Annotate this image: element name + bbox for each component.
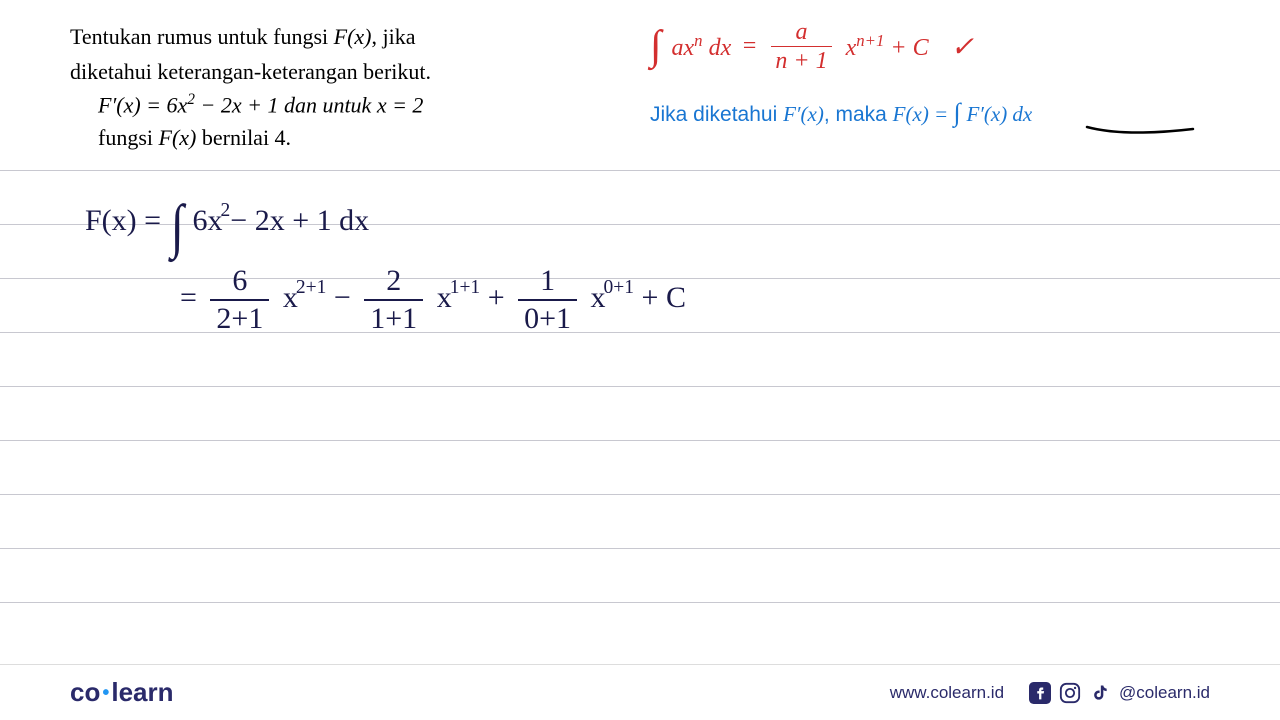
rule-line [0, 170, 1280, 171]
hw1-integrand: 6x [193, 204, 223, 237]
underline-swoosh-icon [1085, 125, 1195, 137]
hw2-minus: − [334, 281, 358, 314]
logo-part-b: learn [111, 677, 173, 707]
social-links: @colearn.id [1029, 682, 1210, 704]
rule-line [0, 440, 1280, 441]
blue-text-a: Jika diketahui [650, 103, 783, 126]
hw2-f2-num: 2 [380, 266, 407, 299]
red-rhs-exp: n+1 [856, 31, 884, 50]
problem-line1a: Tentukan rumus untuk fungsi [70, 24, 328, 49]
facebook-icon [1029, 682, 1051, 704]
hw1-rest: − 2x + 1 dx [230, 204, 369, 237]
handwritten-line2: = 6 2+1 x2+1 − 2 1+1 x1+1 + 1 0+1 x0+1 +… [180, 266, 686, 334]
problem-line3b: − 2x + 1 dan untuk x = 2 [195, 92, 423, 117]
rule-line [0, 602, 1280, 603]
red-lhs-a: ax [672, 35, 695, 61]
blue-fx: F(x) = [893, 102, 954, 126]
hw1-lhs: F(x) = [85, 204, 169, 237]
hw2-f2-den: 1+1 [364, 299, 423, 334]
hw2-e1: 2+1 [296, 277, 327, 298]
problem-line3a: F′(x) = 6x [98, 92, 187, 117]
antiderivative-hint: Jika diketahui F′(x), maka F(x) = ∫ F′(x… [650, 98, 1210, 128]
integral-symbol-icon: ∫ [650, 30, 662, 64]
hw2-eq: = [180, 281, 204, 314]
rule-line [0, 494, 1280, 495]
problem-line4b: bernilai 4. [196, 125, 291, 150]
red-lhs-n: n [694, 31, 702, 50]
rule-line [0, 548, 1280, 549]
red-lhs-dx: dx [703, 35, 732, 61]
hw2-frac2: 2 1+1 [364, 266, 423, 334]
handwritten-line1: F(x) = ∫ 6x2− 2x + 1 dx [85, 200, 369, 247]
hw-integral-icon: ∫ [170, 205, 183, 247]
hw2-f3-den: 0+1 [518, 299, 577, 334]
hw2-plus: + [488, 281, 512, 314]
red-rhs-c: + C [884, 35, 928, 61]
blue-fprime2: F′(x) dx [966, 102, 1032, 126]
hw2-f1-den: 2+1 [210, 299, 269, 334]
rule-line [0, 386, 1280, 387]
red-frac-den: n + 1 [771, 46, 831, 73]
colearn-logo: co•learn [70, 677, 174, 708]
hw2-frac1: 6 2+1 [210, 266, 269, 334]
problem-statement: Tentukan rumus untuk fungsi F(x), jika d… [70, 20, 600, 154]
hw2-f1-num: 6 [226, 266, 253, 299]
problem-line4a: fungsi [98, 125, 159, 150]
checkmark-icon: ✓ [951, 30, 974, 64]
footer-url: www.colearn.id [890, 683, 1004, 703]
hw2-e2: 1+1 [450, 277, 481, 298]
problem-line1b: , jika [372, 24, 416, 49]
red-eq: = [741, 33, 757, 60]
power-rule-formula: ∫ axn dx = a n + 1 xn+1 + C ✓ [650, 20, 1210, 73]
footer: co•learn www.colearn.id @colearn.id [0, 664, 1280, 720]
footer-handle: @colearn.id [1119, 683, 1210, 703]
tiktok-icon [1089, 682, 1111, 704]
logo-part-a: co [70, 677, 100, 707]
blue-fprime: F′(x) [783, 102, 824, 126]
hw2-e3: 0+1 [604, 277, 635, 298]
red-rhs-x: x [846, 35, 857, 61]
problem-line2: diketahui keterangan-keterangan berikut. [70, 55, 600, 88]
red-frac-num: a [792, 20, 812, 46]
hw2-frac3: 1 0+1 [518, 266, 577, 334]
problem-fx: F(x) [334, 24, 372, 49]
problem-line3exp: 2 [187, 91, 195, 108]
hw2-plusC: + C [642, 281, 686, 314]
hw1-exp: 2 [221, 200, 231, 221]
hw2-f3-num: 1 [534, 266, 561, 299]
instagram-icon [1059, 682, 1081, 704]
blue-text-b: , maka [824, 103, 893, 126]
red-fraction: a n + 1 [771, 20, 831, 73]
ruled-workspace: F(x) = ∫ 6x2− 2x + 1 dx = 6 2+1 x2+1 − 2… [0, 170, 1280, 660]
problem-line4fx: F(x) [159, 125, 197, 150]
logo-dot-icon: • [102, 682, 109, 704]
blue-integral-icon: ∫ [953, 98, 960, 127]
